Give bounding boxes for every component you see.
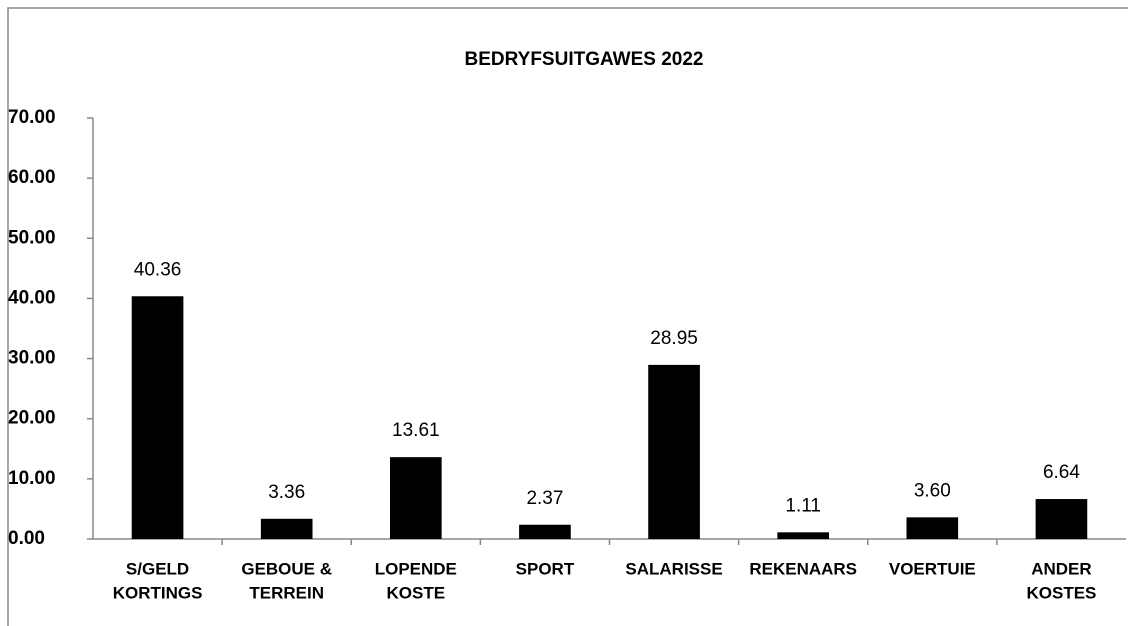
x-tick-label: REKENAARS [749, 559, 857, 578]
x-tick-label: LOPENDE [375, 559, 457, 578]
y-tick-label: 70.00 [8, 107, 56, 128]
y-tick-label: 30.00 [8, 348, 56, 369]
data-label: 40.36 [134, 259, 182, 280]
x-tick-label: ANDER [1031, 559, 1091, 578]
bar [648, 364, 700, 539]
y-tick-label: 40.00 [8, 287, 56, 308]
y-tick-label: 20.00 [8, 408, 56, 429]
bar [906, 517, 959, 539]
data-label: 1.11 [785, 495, 821, 516]
x-tick-label: VOERTUIE [889, 559, 976, 578]
x-tick-label: TERREIN [249, 583, 324, 602]
bar [131, 296, 184, 539]
y-tick-label: 60.00 [8, 167, 56, 188]
chart-frame [7, 7, 1128, 626]
data-label: 13.61 [392, 420, 440, 441]
x-tick-label: S/GELD [126, 559, 189, 578]
x-tick-label: SALARISSE [625, 559, 722, 578]
x-tick-label: KOSTE [387, 583, 446, 602]
y-tick-label: 50.00 [8, 227, 56, 248]
bar [1035, 499, 1088, 539]
x-tick-label: KOSTES [1026, 583, 1096, 602]
data-label: 3.36 [268, 482, 305, 503]
data-label: 28.95 [650, 328, 698, 349]
x-tick-label: SPORT [516, 559, 575, 578]
data-label: 2.37 [526, 488, 563, 509]
bar [260, 518, 313, 539]
x-tick-label: GEBOUE & [241, 559, 332, 578]
x-tick-label: KORTINGS [113, 583, 203, 602]
bar [519, 524, 571, 539]
chart-title: BEDRYFSUITGAWES 2022 [465, 49, 704, 70]
y-tick-label: 10.00 [8, 468, 56, 489]
data-label: 3.60 [914, 480, 951, 501]
bar [777, 532, 830, 539]
y-tick-label: 0.00 [8, 528, 45, 549]
data-label: 6.64 [1043, 462, 1080, 483]
bar [389, 457, 442, 539]
